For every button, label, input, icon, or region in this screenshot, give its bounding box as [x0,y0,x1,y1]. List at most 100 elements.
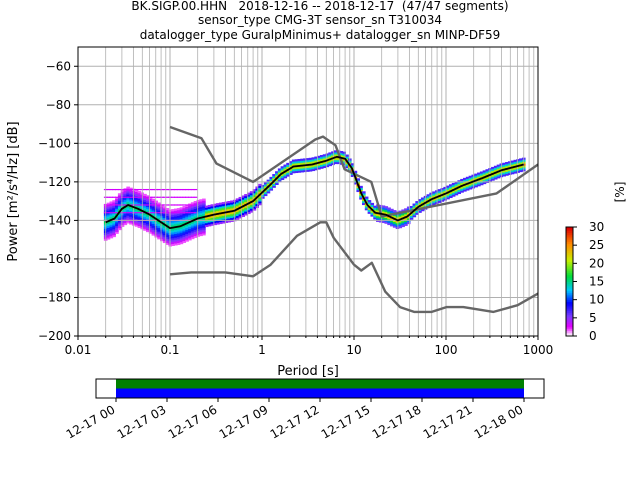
heatmap-cell [188,234,192,237]
heatmap-cell [244,211,248,214]
heatmap-cell [151,208,156,211]
heatmap-cell [196,205,201,208]
heatmap-cell [269,186,274,189]
heatmap-cell [390,222,394,225]
heatmap-cell [112,229,116,232]
y-tick-label: −120 [38,175,71,189]
heatmap-cell [193,202,198,206]
heatmap-cell [331,153,335,156]
heatmap-cell [258,187,262,190]
heatmap-cell [454,185,459,188]
heatmap-cell [305,169,310,172]
heatmap-cell [188,204,192,206]
timeline-tick-label: 12-17 15 [319,402,373,441]
heatmap-cell [328,152,332,155]
heatmap-cell [126,215,130,218]
heatmap-cell [333,158,338,161]
y-tick-label: −140 [38,213,71,227]
heatmap-cell [272,174,276,177]
colorbar-segment [566,257,573,261]
heatmap-cell [474,181,478,184]
heatmap-cell [174,216,178,219]
heatmap-cell [115,227,119,231]
heatmap-cell [207,218,212,221]
heatmap-cell [148,223,153,227]
heatmap-cell [255,192,260,195]
heatmap-cell [241,210,245,214]
heatmap-cell [148,210,153,213]
heatmap-cell [322,156,327,159]
colorbar-segment [566,270,573,273]
heatmap-cell [174,222,178,225]
heatmap-cell [115,220,119,223]
heatmap-cell [202,217,206,221]
heatmap-cell [463,187,467,190]
heatmap-cell [294,166,299,170]
heatmap-cell [496,172,501,175]
heatmap-cell [238,212,243,215]
heatmap-cell [300,158,304,161]
heatmap-cell [376,215,380,219]
heatmap-cell [174,235,178,238]
heatmap-cell [241,214,245,217]
heatmap-cell [112,204,116,206]
heatmap-cell [143,199,147,202]
colorbar-segment [566,265,573,268]
heatmap-cell [468,177,473,180]
heatmap-cell [182,229,187,232]
heatmap-cell [235,215,240,218]
heatmap-cell [193,196,198,198]
heatmap-cell [404,212,408,215]
heatmap-cell [115,198,119,202]
heatmap-cell [370,214,375,217]
heatmap-cell [227,214,231,217]
heatmap-cell [291,171,296,174]
colorbar-segment [566,326,573,330]
heatmap-cell [117,222,122,225]
heatmap-cell [123,194,128,197]
heatmap-cell [356,180,361,183]
heatmap-cell [188,207,192,210]
heatmap-cell [258,197,262,200]
heatmap-cell [418,210,422,213]
heatmap-cell [165,212,170,214]
heatmap-cell [496,166,501,169]
heatmap-cell [179,238,184,241]
heatmap-cell [300,166,304,169]
heatmap-cell [151,202,156,205]
heatmap-cell [409,207,414,211]
heatmap-cell [202,231,206,234]
heatmap-cell [151,225,156,228]
heatmap-cell [148,218,153,221]
heatmap-cell [364,208,369,211]
heatmap-cell [505,163,509,167]
heatmap-cell [322,165,327,169]
heatmap-cell [185,196,189,198]
heatmap-cell [123,221,128,224]
heatmap-cell [106,218,111,221]
heatmap-cell [370,202,375,206]
heatmap-cell [460,188,464,191]
heatmap-cell [275,175,279,178]
heatmap-cell [190,233,195,236]
heatmap-cell [345,154,349,157]
heatmap-cell [454,193,459,196]
heatmap-cell [289,163,293,166]
heatmap-cell [510,164,515,167]
heatmap-cell [232,217,237,220]
heatmap-cell [129,201,133,204]
heatmap-cell [165,234,170,238]
heatmap-cell [148,225,153,228]
y-tick-label: −80 [46,98,71,112]
y-tick-label: −60 [46,59,71,73]
heatmap-cell [174,214,178,217]
heatmap-cell [176,223,181,226]
heatmap-cell [129,220,133,223]
heatmap-cell [255,188,260,191]
heatmap-cell [151,204,156,206]
heatmap-cell [188,196,192,198]
heatmap-cell [148,206,153,209]
heatmap-cell [297,166,302,169]
heatmap-cell [115,231,119,234]
